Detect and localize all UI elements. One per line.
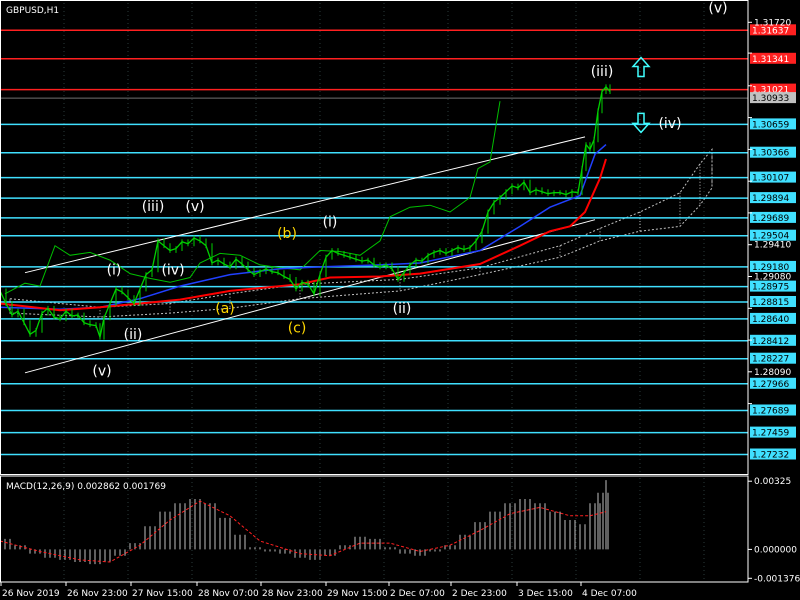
- wave-label: (a): [215, 301, 235, 317]
- price-label-box: [750, 146, 796, 158]
- grid: [63, 3, 705, 582]
- x-tick-label: 28 Nov 23:00: [262, 589, 323, 599]
- price-label: 1.28227: [752, 355, 789, 365]
- ma-red-line: [0, 158, 607, 312]
- macd-tick-label: -0.001376: [754, 574, 800, 584]
- wave-label: (iii): [142, 199, 165, 215]
- x-tick-label: 26 Nov 23:00: [67, 589, 128, 599]
- price-label: 1.30107: [752, 174, 789, 184]
- chart-title: GBPUSD,H1: [6, 6, 59, 16]
- price-label-box: [750, 118, 796, 130]
- wave-label: (iv): [161, 263, 184, 279]
- price-label-box: [750, 377, 796, 389]
- trend-channel[interactable]: [24, 136, 596, 374]
- wave-label: (b): [277, 226, 297, 242]
- signal-arrows: [631, 56, 651, 134]
- price-label-box: [750, 211, 796, 223]
- price-label-box: [750, 260, 796, 272]
- price-label: 1.27232: [752, 451, 789, 461]
- wave-label: (c): [288, 320, 307, 336]
- price-label: 1.27689: [752, 407, 789, 417]
- arrow-down-icon: [631, 112, 651, 134]
- price-label: 1.28975: [752, 283, 789, 293]
- price-label: 1.28815: [752, 298, 789, 308]
- x-tick-label: 2 Dec 23:00: [452, 589, 507, 599]
- wave-label: (ii): [124, 327, 143, 343]
- y-tick-label: 1.31720: [754, 18, 791, 28]
- wave-label: (ii): [393, 301, 412, 317]
- y-tick-label: 1.28090: [754, 368, 791, 378]
- channel-line: [24, 219, 596, 374]
- wave-label: (i): [107, 263, 122, 279]
- main-panel-frame: [0, 0, 749, 475]
- x-tick-label: 28 Nov 07:00: [198, 589, 259, 599]
- cloud-band: [9, 148, 713, 318]
- x-tick-label: 3 Dec 15:00: [518, 589, 573, 599]
- price-line: [0, 85, 611, 340]
- y-tick-label: 1.29410: [754, 241, 791, 251]
- channel-line: [24, 136, 586, 274]
- macd-signal-line: [0, 500, 607, 563]
- price-label: 1.27966: [752, 380, 789, 390]
- arrow-up-icon: [631, 56, 651, 78]
- wave-label: (iii): [591, 64, 614, 80]
- price-label: 1.29689: [752, 214, 789, 224]
- wave-label: (iv): [658, 116, 681, 132]
- wave-label: (v): [185, 199, 204, 215]
- macd-panel-frame: [0, 475, 749, 583]
- price-series: [0, 84, 611, 340]
- wave-label: (v): [92, 364, 111, 380]
- price-label: 1.30659: [752, 120, 789, 130]
- price-label: 1.29180: [752, 263, 789, 273]
- price-label: 1.29894: [752, 194, 789, 204]
- price-label-box: [750, 171, 796, 183]
- price-label: 1.28640: [752, 315, 789, 325]
- price-label-box: [750, 24, 796, 36]
- indicator-lines: [0, 101, 607, 312]
- price-label: 1.30933: [752, 94, 789, 104]
- y-tick-label: 1.29080: [754, 273, 791, 283]
- price-label-box: [750, 448, 796, 460]
- macd-panel: [0, 480, 609, 565]
- price-label: 1.31021: [752, 86, 789, 96]
- price-label-box: [750, 52, 796, 64]
- ma-blue-line: [0, 144, 607, 310]
- macd-title: MACD(12,26,9) 0.002862 0.001769: [6, 482, 166, 492]
- x-tick-label: 2 Dec 07:00: [390, 589, 445, 599]
- price-label-box: [750, 404, 796, 416]
- x-tick-label: 26 Nov 2019: [2, 589, 60, 599]
- macd-tick-label: 0.00325: [754, 477, 791, 487]
- price-label-box: [750, 334, 796, 346]
- price-label: 1.31637: [752, 26, 789, 36]
- price-label-box: [750, 92, 796, 104]
- price-label: 1.29504: [752, 232, 789, 242]
- price-label-box: [750, 352, 796, 364]
- ichimoku-cloud: [9, 148, 713, 318]
- price-label-box: [750, 312, 796, 324]
- price-label-box: [750, 426, 796, 438]
- price-label: 1.30366: [752, 149, 789, 159]
- wave-label: (i): [323, 214, 338, 230]
- macd-tick-label: 0.000000: [754, 545, 797, 555]
- x-tick-label: 27 Nov 15:00: [132, 589, 193, 599]
- wave-label: (v): [708, 1, 727, 17]
- price-label-box: [750, 192, 796, 204]
- wave-labels: (v) (iii) (iv) (iii) (v) (b) (i) (i) (iv) (a) (ii)…: [92, 1, 727, 380]
- x-tick-label: 29 Nov 15:00: [327, 589, 388, 599]
- price-label: 1.27459: [752, 429, 789, 439]
- price-label-box: [750, 229, 796, 241]
- price-label: 1.31341: [752, 55, 789, 65]
- price-label: 1.28412: [752, 337, 789, 347]
- chikou-line: [4, 101, 501, 295]
- x-tick-label: 4 Dec 07:00: [582, 589, 637, 599]
- price-label-box: [750, 83, 796, 95]
- price-label-box: [750, 296, 796, 307]
- price-label-box: [750, 280, 796, 292]
